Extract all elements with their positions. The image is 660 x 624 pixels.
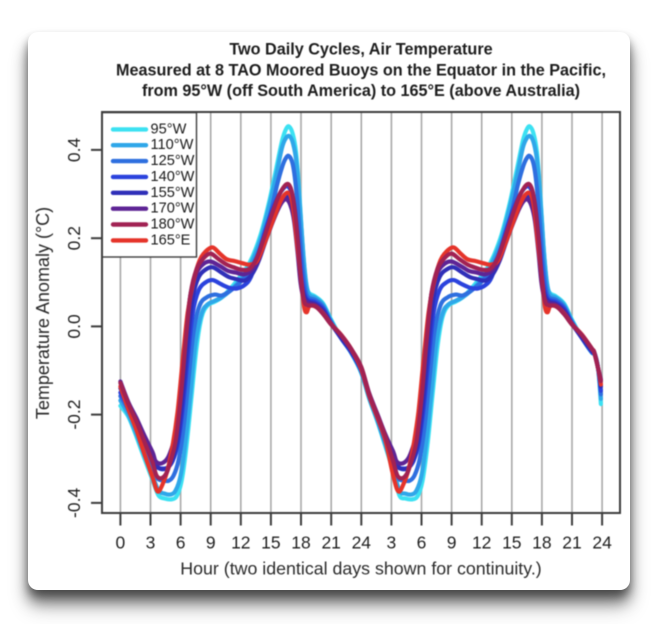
svg-text:170°W: 170°W — [151, 201, 195, 217]
svg-text:Measured at 8 TAO Moored Buoys: Measured at 8 TAO Moored Buoys on the Eq… — [116, 62, 606, 80]
svg-text:0.2: 0.2 — [64, 226, 84, 250]
svg-text:0.0: 0.0 — [64, 314, 84, 339]
svg-text:21: 21 — [321, 533, 340, 553]
svg-text:12: 12 — [231, 533, 250, 553]
svg-text:15: 15 — [261, 533, 280, 553]
svg-text:9: 9 — [447, 533, 457, 553]
svg-text:6: 6 — [176, 533, 186, 553]
svg-text:0.4: 0.4 — [64, 137, 84, 162]
svg-text:Two Daily Cycles, Air Temperat: Two Daily Cycles, Air Temperature — [229, 41, 492, 59]
svg-text:from 95°W (off South America): from 95°W (off South America) to 165°E (… — [142, 82, 580, 100]
svg-text:125°W: 125°W — [151, 153, 195, 169]
svg-text:24: 24 — [352, 533, 372, 553]
svg-text:-0.2: -0.2 — [64, 400, 84, 430]
svg-text:110°W: 110°W — [151, 137, 194, 153]
svg-text:-0.4: -0.4 — [64, 488, 84, 518]
svg-text:12: 12 — [472, 533, 491, 553]
svg-text:155°W: 155°W — [151, 185, 195, 201]
svg-text:180°W: 180°W — [151, 217, 195, 233]
svg-text:9: 9 — [206, 533, 216, 553]
svg-text:0: 0 — [116, 533, 126, 553]
svg-text:Hour (two identical days shown: Hour (two identical days shown for conti… — [180, 559, 541, 579]
svg-text:140°W: 140°W — [151, 169, 195, 185]
svg-text:3: 3 — [387, 533, 397, 553]
svg-text:24: 24 — [592, 533, 612, 553]
svg-text:21: 21 — [562, 533, 581, 553]
svg-text:18: 18 — [532, 533, 551, 553]
svg-text:3: 3 — [146, 533, 156, 553]
svg-text:15: 15 — [502, 533, 521, 553]
svg-text:165°E: 165°E — [151, 232, 191, 248]
svg-text:6: 6 — [417, 533, 427, 553]
svg-text:Temperature Anomaly (°C): Temperature Anomaly (°C) — [33, 207, 53, 419]
svg-text:95°W: 95°W — [151, 121, 187, 137]
svg-text:18: 18 — [291, 533, 310, 553]
